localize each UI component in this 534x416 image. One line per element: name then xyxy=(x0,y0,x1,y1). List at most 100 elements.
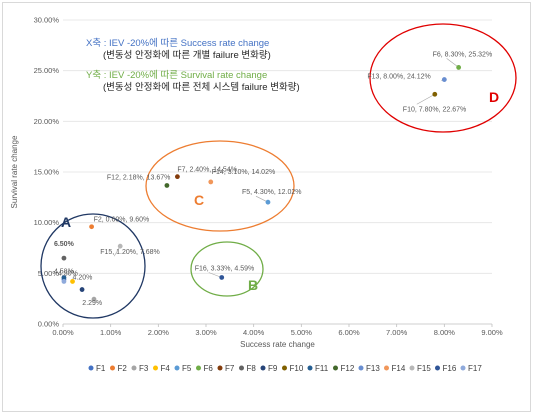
legend-label: F15 xyxy=(417,364,431,373)
legend-label: F11 xyxy=(315,364,329,373)
point-f3 xyxy=(91,296,97,302)
legend-item-f11[interactable]: F11 xyxy=(307,364,329,373)
point-f11 xyxy=(61,275,67,280)
legend-marker xyxy=(435,365,440,371)
point-f6 xyxy=(456,65,462,70)
legend-marker xyxy=(131,365,137,371)
group-d-label: D xyxy=(489,89,499,105)
legend-label: F9 xyxy=(268,364,278,373)
legend-item-f9[interactable]: F9 xyxy=(260,364,278,373)
leader-line xyxy=(416,94,435,105)
legend-label: F3 xyxy=(139,364,149,373)
legend-marker xyxy=(217,365,223,371)
legend-item-f2[interactable]: F2 xyxy=(110,364,127,373)
point-label-f10: F10, 7.80%, 22.67% xyxy=(403,106,466,113)
point-label-f13: F13, 8.00%, 24.12% xyxy=(367,74,430,81)
legend-item-f6[interactable]: F6 xyxy=(196,364,213,373)
legend-label: F1 xyxy=(96,364,106,373)
legend-marker xyxy=(333,365,338,371)
legend-label: F2 xyxy=(118,364,128,373)
point-f7 xyxy=(175,174,180,180)
data-points: F2, 0.60%, 9.60% 4.20% F5, 4.30%, 12.02% F6… xyxy=(54,51,492,306)
legend-item-f13[interactable]: F13 xyxy=(358,364,381,373)
y-tick-label: 25.00% xyxy=(34,66,60,75)
x-tick-label: 3.00% xyxy=(195,328,217,337)
group-b-label: B xyxy=(248,277,258,293)
legend-marker xyxy=(174,365,180,371)
legend-marker xyxy=(358,365,364,371)
point-f14 xyxy=(208,179,214,185)
grid-lines xyxy=(62,19,493,327)
leader-line xyxy=(446,58,459,68)
legend-item-f8[interactable]: F8 xyxy=(239,364,256,373)
group-b-ellipse xyxy=(190,241,264,297)
x-axis-ticks: 0.00% 1.00% 2.00% 3.00% 4.00% 5.00% 6.00% 7.00%… xyxy=(52,328,503,337)
point-f15 xyxy=(117,243,123,249)
point-label-f12: F12, 2.18%, 13.67% xyxy=(107,174,170,181)
legend-label: F13 xyxy=(366,364,380,373)
point-f8 xyxy=(61,255,67,261)
x-tick-label: 6.00% xyxy=(338,328,360,337)
annotation-line-2: (변동성 안정화에 따른 개별 failure 변화량) xyxy=(103,49,271,61)
x-axis-title: Success rate change xyxy=(240,340,315,349)
x-tick-label: 7.00% xyxy=(386,328,408,337)
point-f2 xyxy=(89,224,94,230)
legend-item-f4[interactable]: F4 xyxy=(153,364,170,373)
legend-marker xyxy=(307,365,313,371)
point-label-f11: 4.58% xyxy=(54,269,74,276)
legend-label: F8 xyxy=(247,364,257,373)
legend-item-f10[interactable]: F10 xyxy=(282,364,304,373)
group-a-ellipse xyxy=(40,213,146,319)
scatter-chart: 0.00% 5.00% 10.00% 15.00% 20.00% 25.00% 30.00%… xyxy=(10,16,517,373)
legend-label: F10 xyxy=(290,364,304,373)
extra-point-label: 4.30% xyxy=(58,270,78,277)
legend-label: F5 xyxy=(182,364,192,373)
legend-item-f3[interactable]: F3 xyxy=(131,364,149,373)
x-tick-label: 0.00% xyxy=(52,328,74,337)
legend-marker xyxy=(260,365,266,371)
x-tick-label: 9.00% xyxy=(481,328,503,337)
point-f4 xyxy=(70,279,75,284)
legend-marker xyxy=(196,365,201,371)
point-f9 xyxy=(79,287,85,292)
legend-item-f14[interactable]: F14 xyxy=(384,364,406,373)
legend-marker xyxy=(282,365,287,371)
legend-item-f17[interactable]: F17 xyxy=(460,364,483,373)
point-f5 xyxy=(265,199,271,205)
legend-marker xyxy=(88,365,94,371)
y-axis-title: Survival rate change xyxy=(10,135,19,208)
legend-item-f15[interactable]: F15 xyxy=(409,364,432,373)
chart-frame: 0.00% 5.00% 10.00% 15.00% 20.00% 25.00% 30.00%… xyxy=(2,2,531,412)
point-label-f5: F5, 4.30%, 12.02% xyxy=(242,189,302,196)
group-c-ellipse xyxy=(145,140,295,232)
legend-item-f5[interactable]: F5 xyxy=(174,364,192,373)
legend-label: F7 xyxy=(225,364,235,373)
group-a-label: A xyxy=(61,214,71,230)
legend-marker xyxy=(384,365,389,371)
point-f16 xyxy=(219,275,225,280)
legend-marker xyxy=(409,365,415,371)
legend-item-f1[interactable]: F1 xyxy=(88,364,106,373)
legend-label: F6 xyxy=(204,364,214,373)
point-label-f15: F15, 1.20%, 7.68% xyxy=(100,249,160,256)
annotation-line-3: Y축 : IEV -20%에 따른 Survival rate change xyxy=(86,70,267,81)
point-label-f16: F16, 3.33%, 4.59% xyxy=(195,265,255,272)
legend-item-f12[interactable]: F12 xyxy=(333,364,355,373)
legend-item-f16[interactable]: F16 xyxy=(435,364,457,373)
legend-item-f7[interactable]: F7 xyxy=(217,364,235,373)
point-f17 xyxy=(61,279,67,284)
point-label-f2: F2, 0.60%, 9.60% xyxy=(94,217,150,224)
x-tick-label: 5.00% xyxy=(291,328,313,337)
chart-annotations: X축 : IEV -20%에 따른 Success rate change(변동… xyxy=(86,38,300,93)
point-label-f14: F14, 3.10%, 14.02% xyxy=(212,169,275,176)
legend-label: F4 xyxy=(161,364,171,373)
x-tick-label: 8.00% xyxy=(434,328,456,337)
legend-marker xyxy=(460,365,466,371)
chart-legend[interactable]: F1 F2 F3 F4 F5 F6 F7 F8 F9 F10 F11 F12 F13 F14 F15 F16 F… xyxy=(88,364,483,373)
legend-label: F12 xyxy=(341,364,355,373)
annotation-line-4: (변동성 안정화에 따른 전체 시스템 failure 변화량) xyxy=(103,81,300,93)
point-label-f4: 4.20% xyxy=(73,274,93,281)
point-label-f8: 6.50% xyxy=(54,241,75,248)
group-d-ellipse xyxy=(369,23,517,133)
point-label-f7: F7, 2.40%, 14.54% xyxy=(177,167,237,174)
